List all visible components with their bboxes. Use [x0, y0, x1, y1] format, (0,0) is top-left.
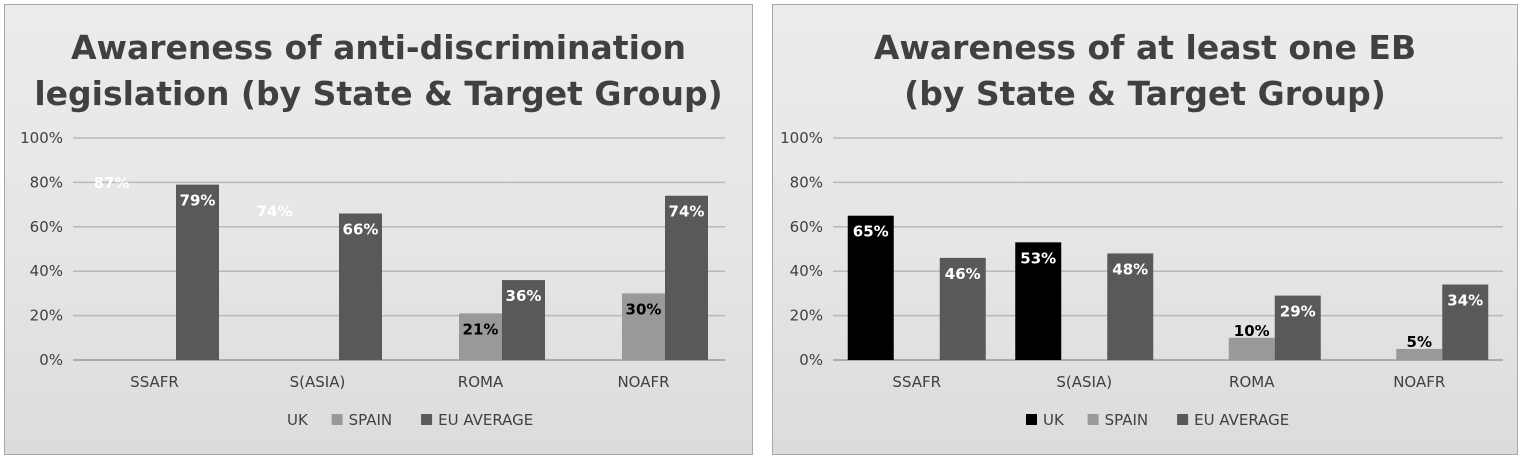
- bar: [1396, 348, 1443, 360]
- data-label: 30%: [626, 300, 662, 318]
- y-tick-label: 100%: [20, 129, 63, 147]
- y-tick-label: 20%: [790, 307, 823, 325]
- legend-label: SPAIN: [1105, 411, 1149, 429]
- data-label: 10%: [1234, 322, 1270, 340]
- legend-swatch: [1087, 414, 1099, 425]
- x-category-label: S(ASIA): [1056, 373, 1112, 391]
- bar: [665, 195, 708, 360]
- bar: [339, 213, 382, 360]
- data-label: 65%: [853, 223, 889, 241]
- x-category-label: NOAFR: [617, 373, 669, 391]
- bar: [176, 184, 219, 360]
- data-label: 5%: [1407, 333, 1432, 351]
- y-tick-label: 80%: [790, 173, 823, 191]
- legend-swatch: [1026, 414, 1037, 425]
- data-label: 66%: [343, 220, 379, 238]
- legend-swatch: [1177, 414, 1189, 425]
- x-category-label: SSAFR: [130, 373, 179, 391]
- y-tick-label: 0%: [799, 351, 823, 369]
- bar-chart-svg: 0% 20% 40% 60% 80% 100% 65% 46% SSAFR 53% 48% S(ASI…: [780, 129, 1503, 429]
- bar-chart-svg: 0% 20% 40% 60% 80% 100% 87% 79% SSAFR 74% 66% S(ASI…: [20, 129, 725, 429]
- x-category-label: NOAFR: [1393, 373, 1445, 391]
- y-tick-label: 40%: [30, 262, 63, 280]
- data-label: 46%: [945, 265, 981, 283]
- x-category-label: ROMA: [458, 373, 504, 391]
- data-label: 36%: [506, 287, 542, 305]
- bar: [502, 280, 545, 360]
- y-tick-label: 100%: [780, 129, 823, 147]
- data-label: 79%: [180, 192, 216, 210]
- bar: [1274, 295, 1321, 360]
- legend-label: UK: [287, 411, 309, 429]
- x-category-label: S(ASIA): [290, 373, 346, 391]
- chart-panel-left: Awareness of anti-discrimination legisla…: [4, 4, 753, 455]
- y-tick-label: 80%: [30, 173, 63, 191]
- legend-label: EU AVERAGE: [438, 411, 533, 429]
- y-tick-label: 60%: [790, 218, 823, 236]
- legend-swatch: [421, 414, 433, 425]
- chart-panel-right: Awareness of at least one EB (by State &…: [772, 4, 1518, 455]
- legend-label: UK: [1043, 411, 1065, 429]
- legend-label: SPAIN: [349, 411, 393, 429]
- data-label: 48%: [1112, 260, 1148, 278]
- bar: [90, 167, 133, 360]
- bar: [1442, 284, 1489, 360]
- data-label: 74%: [257, 203, 293, 221]
- legend-swatch: [331, 414, 343, 425]
- x-category-label: ROMA: [1229, 373, 1275, 391]
- data-label: 34%: [1447, 292, 1483, 310]
- legend-label: EU AVERAGE: [1194, 411, 1289, 429]
- bar: [1107, 253, 1154, 360]
- data-label: 53%: [1020, 249, 1056, 267]
- bar: [939, 257, 986, 360]
- bar: [1228, 337, 1275, 360]
- y-tick-label: 20%: [30, 307, 63, 325]
- y-tick-label: 40%: [790, 262, 823, 280]
- data-label: 21%: [463, 320, 499, 338]
- y-tick-label: 60%: [30, 218, 63, 236]
- data-label: 29%: [1280, 303, 1316, 321]
- chart-title: Awareness of at least one EB (by State &…: [873, 28, 1417, 113]
- bar: [459, 313, 502, 360]
- bar: [622, 293, 665, 360]
- x-category-label: SSAFR: [892, 373, 941, 391]
- y-tick-label: 0%: [39, 351, 63, 369]
- data-label: 74%: [669, 203, 705, 221]
- data-label: 87%: [94, 174, 130, 192]
- chart-title: Awareness of anti-discrimination legisla…: [34, 28, 723, 113]
- bar: [1015, 242, 1062, 360]
- bar: [847, 215, 894, 360]
